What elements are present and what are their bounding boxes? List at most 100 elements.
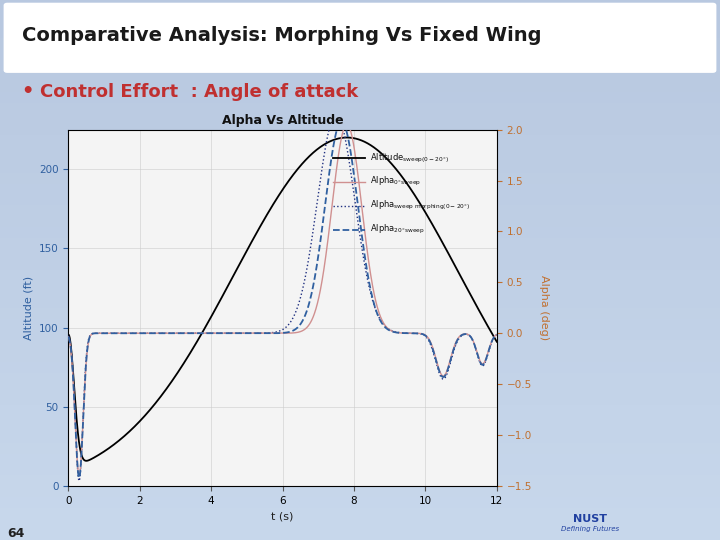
Bar: [0, 259, 720, 265]
Bar: [0, 130, 720, 135]
Bar: [0, 76, 720, 81]
Bar: [0, 275, 720, 281]
Bar: [0, 319, 720, 324]
Bar: [0, 140, 720, 146]
Bar: [0, 508, 720, 513]
Bar: [0, 32, 720, 38]
Bar: [0, 356, 720, 362]
Bar: [0, 151, 720, 157]
Bar: [0, 400, 720, 405]
Bar: [0, 248, 720, 254]
Bar: [0, 405, 720, 410]
Bar: [0, 0, 720, 5]
Bar: [0, 92, 720, 97]
Bar: [0, 243, 720, 248]
Bar: [0, 86, 720, 92]
Bar: [0, 351, 720, 356]
Bar: [0, 302, 720, 308]
Title: Alpha Vs Altitude: Alpha Vs Altitude: [222, 114, 343, 127]
Bar: [0, 340, 720, 346]
Bar: [0, 297, 720, 302]
Bar: [0, 475, 720, 481]
Bar: [0, 481, 720, 486]
Bar: [0, 221, 720, 227]
Bar: [0, 27, 720, 32]
Bar: [0, 524, 720, 529]
Bar: [0, 232, 720, 238]
Bar: [0, 211, 720, 216]
Bar: [0, 167, 720, 173]
Bar: [0, 459, 720, 464]
Bar: [0, 292, 720, 297]
Bar: [0, 103, 720, 108]
Bar: [0, 427, 720, 432]
Bar: [0, 11, 720, 16]
Text: Comparative Analysis: Morphing Vs Fixed Wing: Comparative Analysis: Morphing Vs Fixed …: [22, 25, 541, 45]
Bar: [0, 265, 720, 270]
Bar: [0, 238, 720, 243]
Bar: [0, 324, 720, 329]
Bar: [0, 97, 720, 103]
Bar: [0, 486, 720, 491]
Bar: [0, 464, 720, 470]
Bar: [0, 113, 720, 119]
Bar: [0, 200, 720, 205]
Text: 64: 64: [7, 527, 24, 540]
Bar: [0, 535, 720, 540]
Bar: [0, 470, 720, 475]
Bar: [0, 454, 720, 459]
Bar: [0, 437, 720, 443]
Bar: [0, 432, 720, 437]
Bar: [0, 216, 720, 221]
Bar: [0, 394, 720, 400]
Text: •: •: [22, 82, 41, 102]
Bar: [0, 529, 720, 535]
Bar: [0, 5, 720, 11]
Bar: [0, 59, 720, 65]
Bar: [0, 443, 720, 448]
Bar: [0, 346, 720, 351]
Text: Defining Futures: Defining Futures: [562, 526, 619, 532]
Bar: [0, 49, 720, 54]
Bar: [0, 108, 720, 113]
Bar: [0, 184, 720, 189]
Bar: [0, 286, 720, 292]
Bar: [0, 194, 720, 200]
Bar: [0, 513, 720, 518]
Bar: [0, 254, 720, 259]
Bar: [0, 43, 720, 49]
Bar: [0, 227, 720, 232]
Bar: [0, 146, 720, 151]
Bar: [0, 421, 720, 427]
Bar: [0, 70, 720, 76]
Bar: [0, 373, 720, 378]
Bar: [0, 119, 720, 124]
Bar: [0, 518, 720, 524]
Bar: [0, 22, 720, 27]
Bar: [0, 313, 720, 319]
Bar: [0, 38, 720, 43]
Bar: [0, 378, 720, 383]
Text: Control Effort  : Angle of attack: Control Effort : Angle of attack: [40, 83, 358, 101]
Bar: [0, 157, 720, 162]
Text: Altitude$_{\mathregular{sweep(0-20°)}}$: Altitude$_{\mathregular{sweep(0-20°)}}$: [370, 152, 449, 165]
Y-axis label: Altitude (ft): Altitude (ft): [23, 276, 33, 340]
Bar: [0, 16, 720, 22]
Bar: [0, 189, 720, 194]
Bar: [0, 497, 720, 502]
X-axis label: t (s): t (s): [271, 511, 294, 521]
Bar: [0, 281, 720, 286]
Text: Alpha$_{\mathregular{20° sweep}}$: Alpha$_{\mathregular{20° sweep}}$: [370, 223, 425, 236]
Bar: [0, 389, 720, 394]
Bar: [0, 383, 720, 389]
Bar: [0, 54, 720, 59]
Bar: [0, 367, 720, 373]
Text: Alpha$_{\mathregular{0° sweep}}$: Alpha$_{\mathregular{0° sweep}}$: [370, 176, 421, 188]
Bar: [0, 329, 720, 335]
Bar: [0, 308, 720, 313]
Bar: [0, 124, 720, 130]
Bar: [0, 270, 720, 275]
Bar: [0, 135, 720, 140]
Bar: [0, 491, 720, 497]
Bar: [0, 416, 720, 421]
